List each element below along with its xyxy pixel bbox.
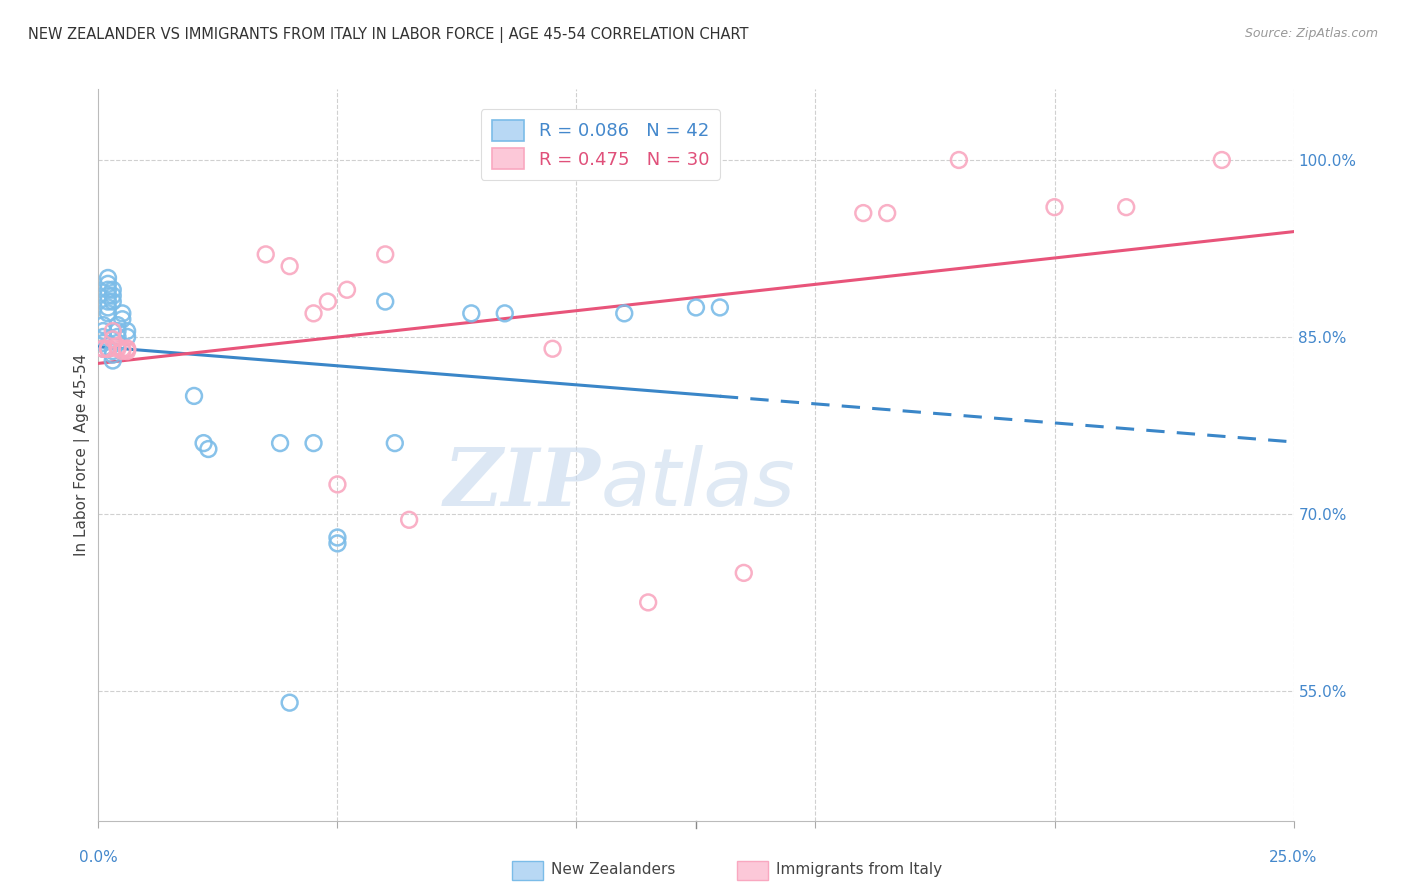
Point [107,342,129,356]
Point [91,324,114,338]
Point [541,342,564,356]
Point [101,353,124,368]
Text: NEW ZEALANDER VS IMMIGRANTS FROM ITALY IN LABOR FORCE | AGE 45-54 CORRELATION CH: NEW ZEALANDER VS IMMIGRANTS FROM ITALY I… [28,27,748,43]
Point [494,306,516,320]
Point [115,324,138,338]
Y-axis label: In Labor Force | Age 45-54: In Labor Force | Age 45-54 [75,354,90,556]
Point [398,513,420,527]
Point [115,330,138,344]
Point [107,339,129,353]
Point [111,312,134,326]
Point [107,318,129,333]
Legend: R = 0.086   N = 42, R = 0.475   N = 30: R = 0.086 N = 42, R = 0.475 N = 30 [481,109,720,180]
Point [326,536,349,550]
Text: Source: ZipAtlas.com: Source: ZipAtlas.com [1244,27,1378,40]
Point [302,436,325,450]
Point [278,259,301,273]
Point [326,477,349,491]
Text: New Zealanders: New Zealanders [551,863,675,877]
Point [685,301,707,315]
Point [91,335,114,350]
Point [101,288,124,302]
Point [254,247,277,261]
Point [115,342,138,356]
Point [91,318,114,333]
Point [107,330,129,344]
Point [101,332,124,346]
Point [733,566,755,580]
Point [97,294,120,309]
Point [101,348,124,362]
Point [97,271,120,285]
Point [336,283,359,297]
Point [111,344,134,359]
Text: ZIP: ZIP [443,445,600,523]
Point [97,301,120,315]
Point [101,344,124,359]
Text: 25.0%: 25.0% [1270,850,1317,865]
Point [374,294,396,309]
Point [876,206,898,220]
Text: 0.0%: 0.0% [79,850,118,865]
Point [852,206,875,220]
Point [193,436,215,450]
Point [384,436,406,450]
Point [107,335,129,350]
Point [91,342,114,356]
Point [101,294,124,309]
Point [1043,200,1066,214]
Point [269,436,291,450]
Point [111,342,134,356]
Point [460,306,482,320]
Text: Immigrants from Italy: Immigrants from Italy [776,863,942,877]
Point [278,696,301,710]
Point [183,389,205,403]
Point [115,342,138,356]
Point [374,247,396,261]
Point [316,294,339,309]
Point [1211,153,1233,167]
Point [1115,200,1137,214]
Point [91,330,114,344]
Point [101,324,124,338]
Text: atlas: atlas [600,445,796,524]
Point [97,283,120,297]
Point [111,306,134,320]
Point [115,344,138,359]
Point [97,342,120,356]
Point [97,288,120,302]
Point [91,342,114,356]
Point [613,306,636,320]
Point [97,342,120,356]
Point [97,277,120,291]
Point [107,324,129,338]
Point [326,531,349,545]
Point [709,301,731,315]
Point [97,342,120,356]
Point [637,595,659,609]
Point [197,442,219,456]
Point [948,153,970,167]
Point [101,283,124,297]
Point [97,306,120,320]
Point [91,342,114,356]
Point [302,306,325,320]
